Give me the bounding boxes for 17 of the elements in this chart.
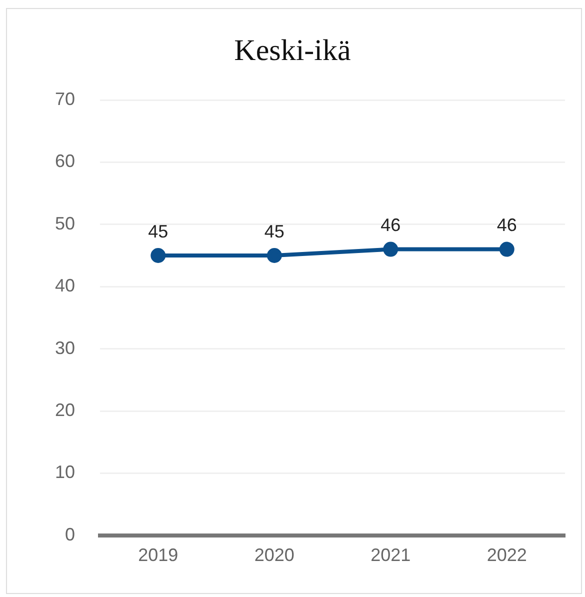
data-label: 45 [148, 221, 168, 242]
x-tick-label: 2019 [138, 545, 178, 566]
y-tick-label: 30 [54, 338, 76, 358]
x-tick-label: 2022 [486, 545, 527, 566]
y-tick-label: 20 [54, 400, 76, 420]
y-tick-label: 50 [54, 213, 76, 234]
y-tick-label: 0 [65, 524, 76, 544]
y-tick-label: 70 [54, 88, 76, 109]
data-label: 46 [380, 215, 401, 236]
y-tick-label: 40 [54, 276, 76, 296]
data-label: 45 [264, 221, 284, 242]
data-label: 46 [496, 215, 517, 236]
y-tick-label: 60 [54, 151, 76, 172]
chart-title: Keski-ikä [233, 34, 352, 68]
y-tick-label: 10 [54, 462, 76, 482]
x-tick-label: 2020 [254, 545, 294, 566]
x-tick-label: 2021 [370, 545, 411, 566]
